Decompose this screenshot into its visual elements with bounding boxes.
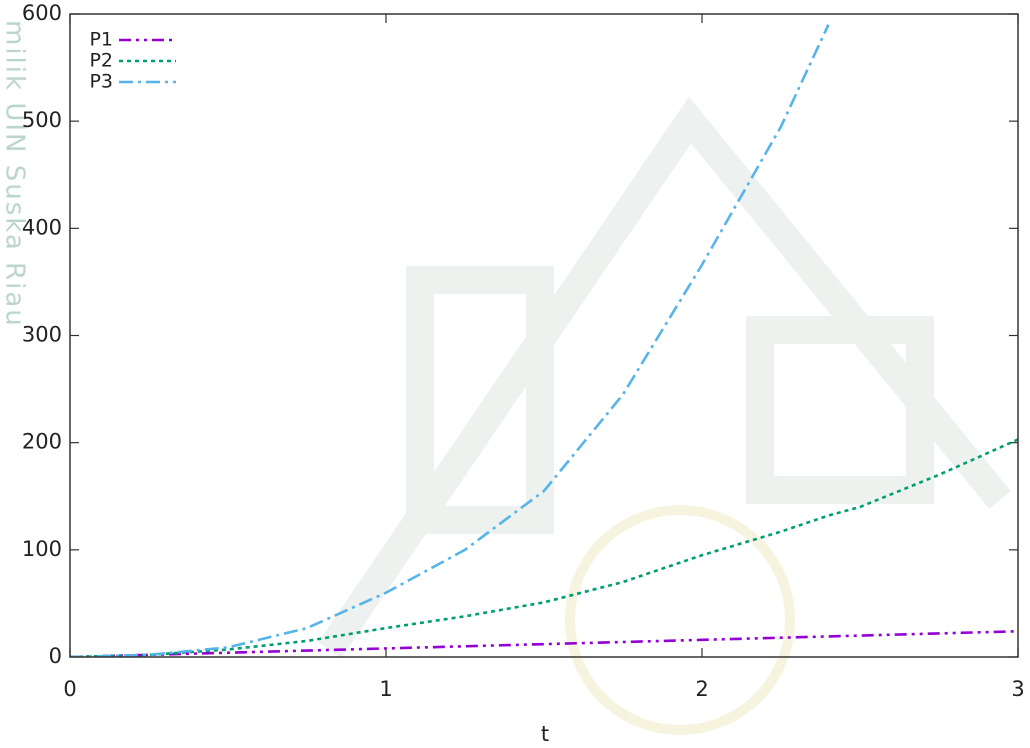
- x-tick-label: 3: [1011, 677, 1024, 701]
- legend-label: P3: [89, 71, 113, 93]
- series-line: [70, 25, 828, 657]
- y-tick-label: 0: [49, 644, 62, 668]
- x-axis-label: t: [541, 722, 549, 746]
- x-tick-label: 0: [63, 677, 76, 701]
- series-line: [70, 631, 1018, 657]
- x-tick-label: 1: [379, 677, 392, 701]
- watermark-shapes: [330, 120, 1000, 730]
- y-tick-label: 600: [22, 1, 62, 25]
- y-tick-label: 300: [22, 323, 62, 347]
- y-tick-label: 200: [22, 430, 62, 454]
- legend-label: P2: [89, 50, 113, 72]
- y-tick-label: 500: [22, 108, 62, 132]
- y-tick-label: 100: [22, 537, 62, 561]
- watermark-text: milik UIN Suska Riau: [0, 20, 30, 328]
- legend-label: P1: [89, 29, 113, 51]
- watermark-seal: [570, 510, 790, 730]
- x-tick-label: 2: [695, 677, 708, 701]
- y-tick-label: 400: [22, 215, 62, 239]
- chart: milik UIN Suska Riau 0 100 200 300 400 500 600…: [0, 0, 1030, 748]
